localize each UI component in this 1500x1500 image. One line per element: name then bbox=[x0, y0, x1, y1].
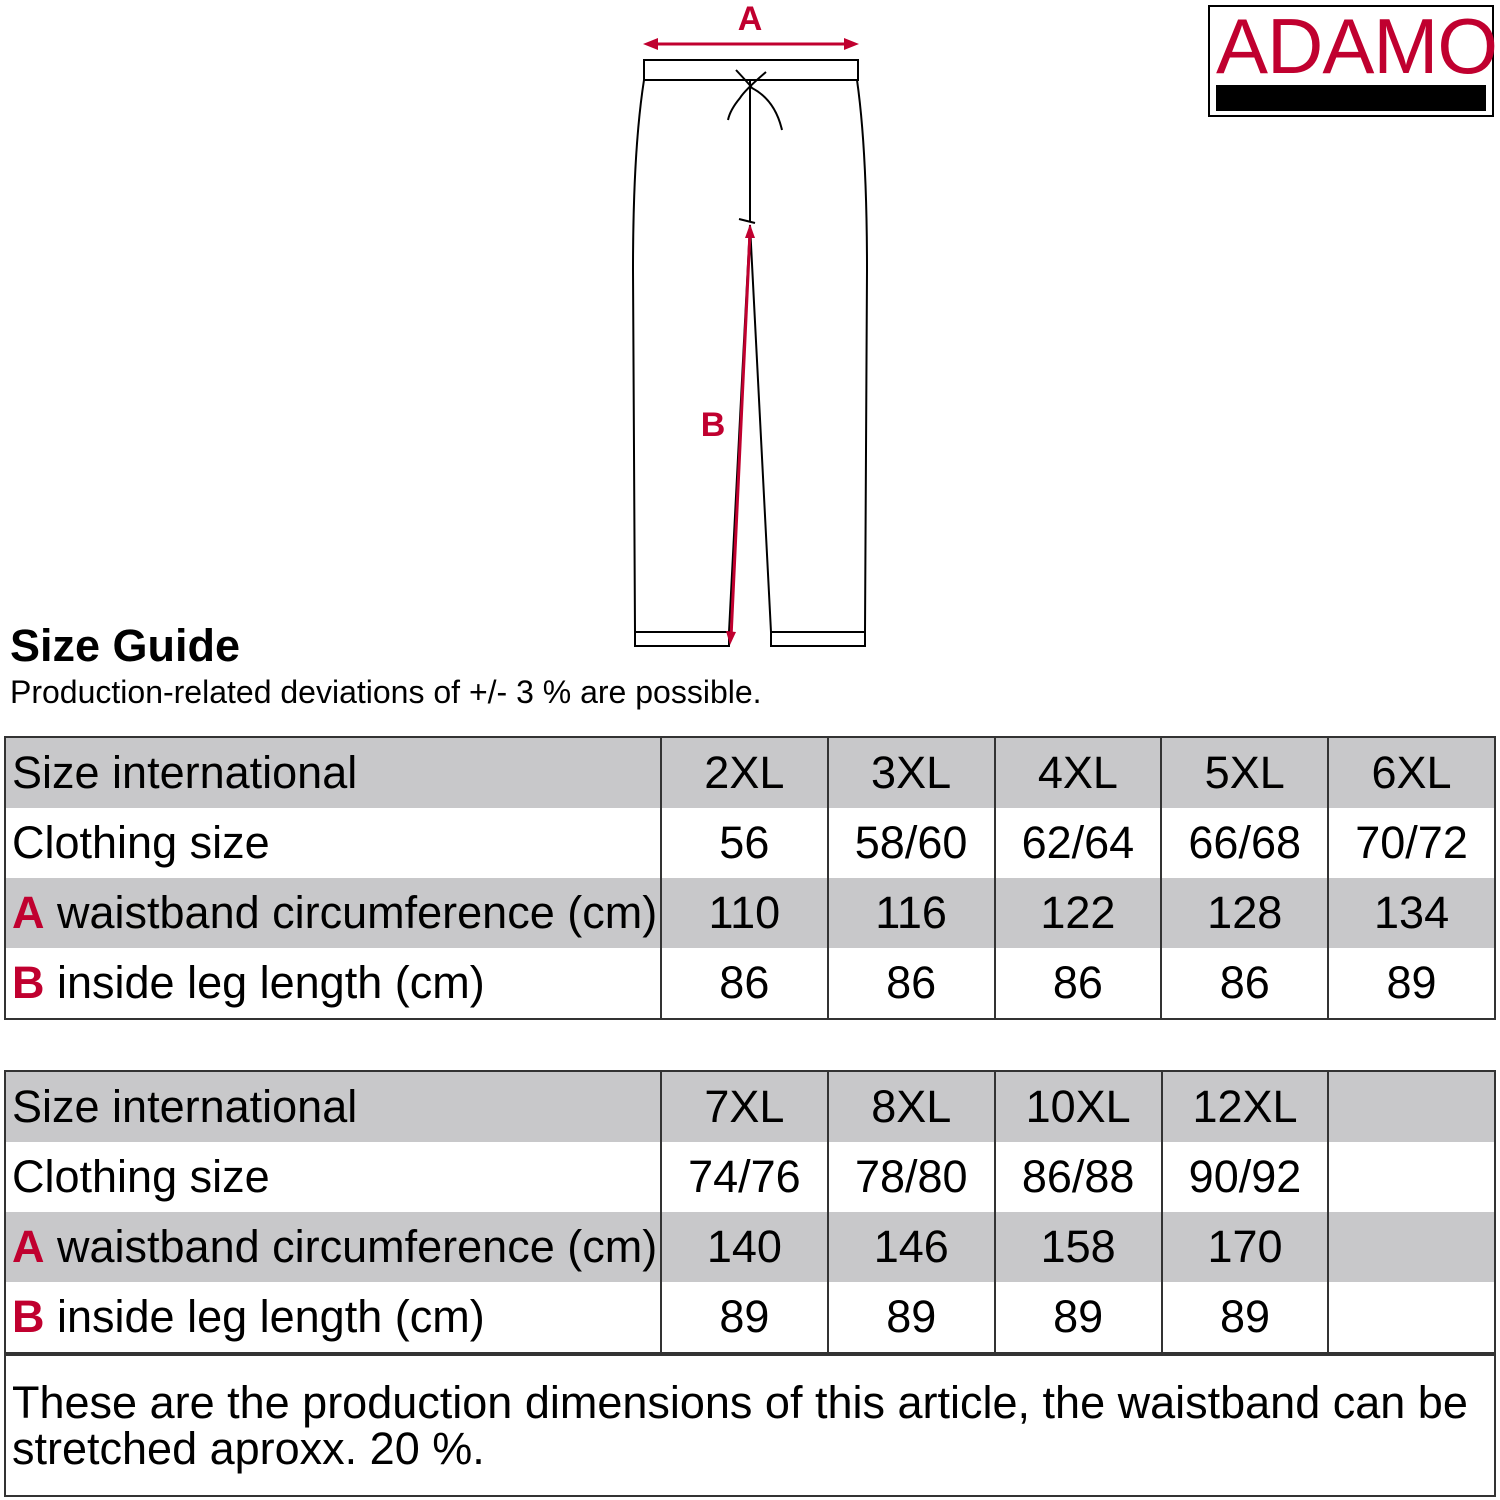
table-cell: 116 bbox=[826, 878, 996, 948]
page-title: Size Guide bbox=[10, 620, 241, 671]
waistband bbox=[643, 59, 859, 81]
table-cell: 86 bbox=[1160, 948, 1330, 1019]
table-cell: 110 bbox=[659, 878, 829, 948]
table-cell: 12XL bbox=[1160, 1071, 1330, 1142]
row-label: B inside leg length (cm) bbox=[4, 1282, 662, 1353]
row-label: Size international bbox=[4, 1071, 662, 1142]
row-label-text: inside leg length (cm) bbox=[44, 957, 485, 1008]
table-cell: 86 bbox=[659, 948, 829, 1019]
table-cell: 89 bbox=[1327, 948, 1496, 1019]
size-table-2: Size international 7XL 8XL 10XL 12XL Clothing… bbox=[4, 1070, 1496, 1354]
table-row: B inside leg length (cm) 89 89 89 89 bbox=[4, 1282, 1496, 1353]
table-cell: 128 bbox=[1160, 878, 1330, 948]
row-label: B inside leg length (cm) bbox=[4, 948, 662, 1019]
table-cell: 90/92 bbox=[1160, 1142, 1330, 1212]
table-cell: 10XL bbox=[993, 1071, 1163, 1142]
row-label: Size international bbox=[4, 737, 662, 808]
table-cell: 86/88 bbox=[993, 1142, 1163, 1212]
table-cell: 89 bbox=[659, 1282, 829, 1353]
table-cell: 78/80 bbox=[826, 1142, 996, 1212]
row-label-text: Size international bbox=[12, 1081, 358, 1132]
table-cell: 86 bbox=[826, 948, 996, 1019]
table-cell bbox=[1327, 1282, 1496, 1353]
table-cell: 158 bbox=[993, 1212, 1163, 1282]
table-row: A waistband circumference (cm) 110 116 122 1… bbox=[4, 878, 1496, 948]
row-label-text: waistband circumference (cm) bbox=[44, 887, 658, 938]
table-cell: 58/60 bbox=[826, 808, 996, 878]
table-cell bbox=[1327, 1142, 1496, 1212]
label-b: B bbox=[701, 406, 726, 444]
table-cell: 140 bbox=[659, 1212, 829, 1282]
table-cell bbox=[1327, 1071, 1496, 1142]
table-row: B inside leg length (cm) 86 86 86 86 89 bbox=[4, 948, 1496, 1019]
row-label: A waistband circumference (cm) bbox=[4, 878, 662, 948]
table-cell: 5XL bbox=[1160, 737, 1330, 808]
table-cell: 89 bbox=[993, 1282, 1163, 1353]
row-label: Clothing size bbox=[4, 1142, 662, 1212]
row-label-text: Size international bbox=[12, 747, 358, 798]
table-cell: 66/68 bbox=[1160, 808, 1330, 878]
table-cell: 170 bbox=[1160, 1212, 1330, 1282]
table-cell: 8XL bbox=[826, 1071, 996, 1142]
logo-bar bbox=[1216, 85, 1486, 111]
measure-letter: B bbox=[12, 1291, 45, 1342]
table-cell: 89 bbox=[826, 1282, 996, 1353]
trousers-diagram: A B bbox=[631, 0, 869, 647]
table-row: Size international 2XL 3XL 4XL 5XL 6XL bbox=[4, 737, 1496, 808]
table-cell: 70/72 bbox=[1327, 808, 1496, 878]
table-cell bbox=[1327, 1212, 1496, 1282]
table-row: Clothing size 74/76 78/80 86/88 90/92 bbox=[4, 1142, 1496, 1212]
table-row: Size international 7XL 8XL 10XL 12XL bbox=[4, 1071, 1496, 1142]
drawstring bbox=[727, 69, 783, 131]
table-cell: 3XL bbox=[826, 737, 996, 808]
table-cell: 2XL bbox=[659, 737, 829, 808]
size-table-1: Size international 2XL 3XL 4XL 5XL 6XL Clothin… bbox=[4, 736, 1496, 1020]
row-label-text: inside leg length (cm) bbox=[44, 1291, 485, 1342]
row-label-text: Clothing size bbox=[12, 817, 270, 868]
label-a: A bbox=[738, 0, 763, 38]
brand-logo: ADAMO bbox=[1208, 2, 1498, 117]
measure-b-arrow bbox=[729, 231, 752, 639]
table-cell: 86 bbox=[993, 948, 1163, 1019]
table-cell: 89 bbox=[1160, 1282, 1330, 1353]
measure-letter: A bbox=[12, 1221, 45, 1272]
table-cell: 122 bbox=[993, 878, 1163, 948]
measure-letter: B bbox=[12, 957, 45, 1008]
measure-letter: A bbox=[12, 887, 45, 938]
table-row: A waistband circumference (cm) 140 146 158 1… bbox=[4, 1212, 1496, 1282]
row-label: A waistband circumference (cm) bbox=[4, 1212, 662, 1282]
table-cell: 134 bbox=[1327, 878, 1496, 948]
row-label-text: Clothing size bbox=[12, 1151, 270, 1202]
page-subtitle: Production-related deviations of +/- 3 %… bbox=[10, 674, 762, 710]
table-cell: 4XL bbox=[993, 737, 1163, 808]
table-cell: 6XL bbox=[1327, 737, 1496, 808]
table-row: Clothing size 56 58/60 62/64 66/68 70/72 bbox=[4, 808, 1496, 878]
table-cell: 74/76 bbox=[659, 1142, 829, 1212]
logo-text: ADAMO bbox=[1216, 2, 1498, 90]
table-cell: 62/64 bbox=[993, 808, 1163, 878]
row-label-text: waistband circumference (cm) bbox=[44, 1221, 658, 1272]
table-cell: 56 bbox=[659, 808, 829, 878]
stretch-note: These are the production dimensions of t… bbox=[4, 1354, 1496, 1497]
table-cell: 7XL bbox=[659, 1071, 829, 1142]
table-cell: 146 bbox=[826, 1212, 996, 1282]
row-label: Clothing size bbox=[4, 808, 662, 878]
